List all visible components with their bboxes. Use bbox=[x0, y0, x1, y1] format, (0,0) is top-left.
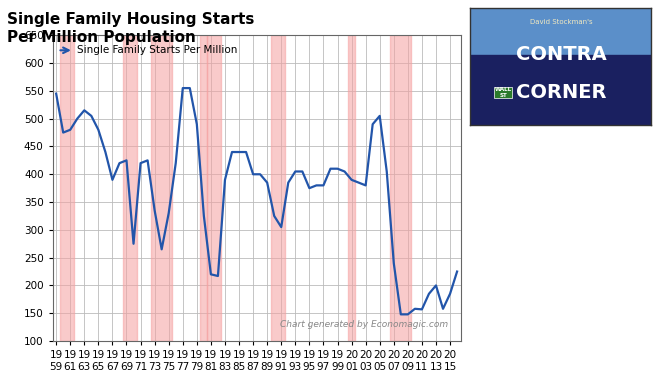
Text: WALL
ST: WALL ST bbox=[494, 87, 512, 98]
Bar bbox=[151, 35, 172, 341]
Bar bbox=[60, 35, 74, 341]
Bar bbox=[200, 35, 207, 341]
Bar bbox=[470, 55, 651, 125]
Text: David Stockman's: David Stockman's bbox=[530, 19, 592, 25]
Text: Chart generated by Economagic.com: Chart generated by Economagic.com bbox=[280, 320, 448, 329]
Bar bbox=[390, 35, 411, 341]
Bar bbox=[207, 35, 222, 341]
Text: Single Family Starts Per Million: Single Family Starts Per Million bbox=[77, 45, 238, 55]
Bar bbox=[470, 8, 651, 55]
Bar bbox=[123, 35, 137, 341]
Text: Single Family Housing Starts
Per Million Population: Single Family Housing Starts Per Million… bbox=[7, 12, 254, 45]
Bar bbox=[348, 35, 355, 341]
Bar bbox=[270, 35, 285, 341]
Text: CORNER: CORNER bbox=[516, 83, 606, 102]
Text: CONTRA: CONTRA bbox=[516, 45, 606, 64]
